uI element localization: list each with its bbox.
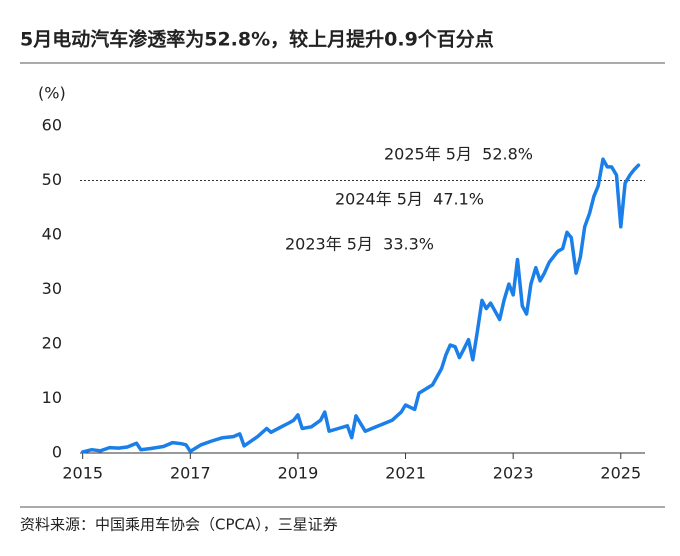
annotation: 2024年 5月 47.1% — [335, 190, 484, 209]
x-tick-label: 2025 — [600, 464, 641, 483]
y-tick-label: 0 — [52, 443, 62, 462]
y-tick-label: 40 — [42, 225, 62, 244]
x-tick-label: 2017 — [170, 464, 211, 483]
x-tick-label: 2015 — [62, 464, 103, 483]
chart-title: 5月电动汽车渗透率为52.8%，较上月提升0.9个百分点 — [20, 28, 494, 51]
y-axis-label: (%) — [38, 84, 66, 103]
series-line — [80, 157, 641, 454]
y-tick-label: 30 — [42, 279, 62, 298]
y-tick-label: 10 — [42, 388, 62, 407]
x-tick-label: 2023 — [493, 464, 534, 483]
source-note: 资料来源：中国乘用车协会（CPCA），三星证券 — [20, 516, 338, 534]
annotation: 2025年 5月 52.8% — [384, 145, 533, 164]
y-tick-label: 60 — [42, 116, 62, 135]
annotation: 2023年 5月 33.3% — [285, 235, 434, 254]
y-tick-label: 50 — [42, 170, 62, 189]
x-tick-label: 2019 — [278, 464, 319, 483]
x-tick-label: 2021 — [385, 464, 426, 483]
y-tick-label: 20 — [42, 334, 62, 353]
